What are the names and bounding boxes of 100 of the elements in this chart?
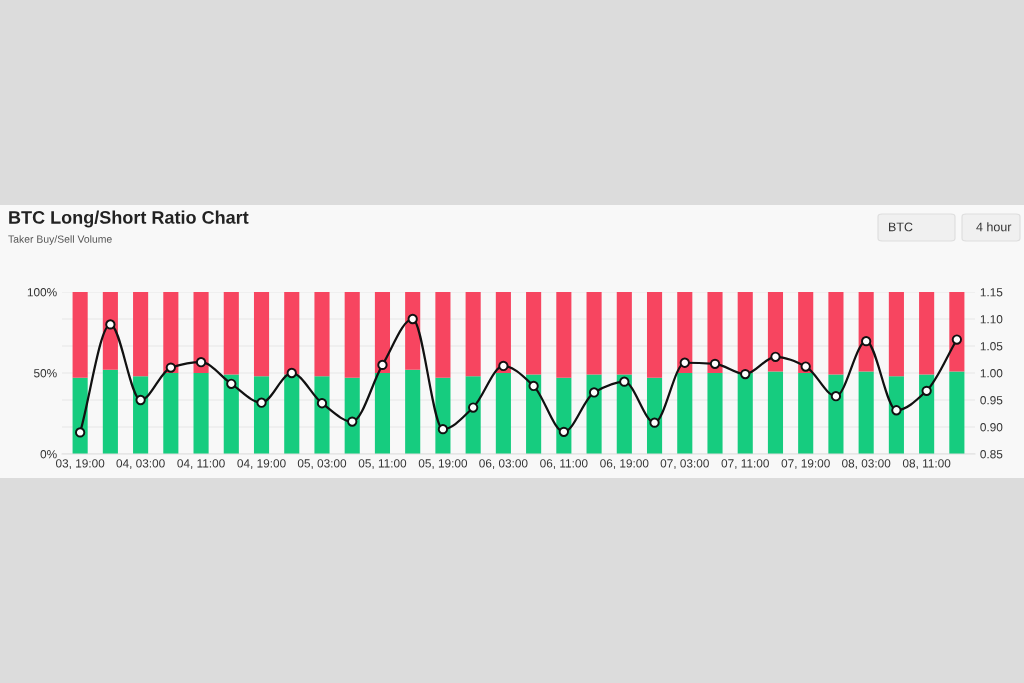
point	[649, 417, 660, 428]
bar	[616, 374, 632, 454]
x-tick-label: 07, 11:00	[721, 459, 769, 469]
bar	[888, 376, 904, 454]
point	[679, 357, 690, 368]
bar	[163, 373, 179, 454]
point	[588, 387, 600, 398]
point	[498, 360, 509, 372]
bar	[616, 292, 632, 375]
y-tick-label: 100%	[27, 288, 57, 297]
bar	[495, 373, 511, 454]
bar	[374, 373, 391, 454]
y2-tick-label: 0.90	[980, 423, 1003, 432]
y2-tick-label: 1.10	[980, 315, 1003, 324]
x-tick-label: 06, 19:00	[600, 459, 649, 469]
bar	[133, 292, 149, 377]
y2-tick-label: 1.05	[980, 342, 1003, 351]
bar	[314, 376, 330, 454]
bar	[707, 373, 723, 454]
point	[256, 397, 267, 408]
bar	[767, 371, 784, 454]
y2-tick-label: 1.00	[980, 369, 1003, 378]
x-tick-label: 05, 03:00	[297, 459, 347, 469]
bar	[586, 292, 602, 375]
bar	[526, 292, 542, 375]
point	[347, 416, 358, 427]
bar	[677, 292, 693, 373]
x-tick-label: 05, 11:00	[358, 459, 407, 469]
bar	[949, 371, 965, 454]
bar	[253, 376, 270, 454]
x-tick-label: 06, 11:00	[540, 459, 588, 469]
x-tick-label: 04, 11:00	[177, 459, 225, 469]
bar	[858, 371, 874, 454]
text: 4 hour	[976, 222, 1012, 232]
bar	[949, 292, 965, 372]
chart-subtitle: Taker Buy/Sell Volume	[8, 235, 112, 245]
point	[709, 358, 721, 369]
bar	[102, 369, 118, 454]
bar	[737, 373, 753, 454]
bar	[253, 292, 270, 377]
point	[407, 313, 418, 325]
bar	[858, 292, 874, 372]
x-tick-label: 07, 19:00	[781, 459, 830, 469]
bar	[526, 374, 542, 454]
bar	[465, 292, 481, 377]
point	[316, 398, 328, 409]
bar	[828, 374, 844, 454]
point	[740, 368, 751, 380]
bar	[677, 373, 693, 454]
bar	[919, 292, 935, 375]
point	[377, 359, 388, 371]
bar	[314, 292, 330, 377]
x-tick-label: 07, 03:00	[660, 459, 709, 469]
bar	[646, 292, 663, 378]
bar	[435, 292, 451, 378]
x-tick-label: 06, 03:00	[479, 459, 528, 469]
bar	[707, 292, 723, 373]
bar	[374, 292, 391, 373]
y-tick-label: 0%	[40, 450, 57, 459]
point	[135, 394, 146, 406]
point	[770, 351, 781, 362]
bar	[465, 376, 481, 454]
bar	[223, 374, 239, 454]
bar	[405, 369, 421, 454]
text: BTC	[889, 222, 913, 232]
point	[951, 334, 962, 345]
point	[195, 357, 207, 368]
bar	[556, 292, 572, 378]
point	[619, 376, 630, 387]
bar	[828, 292, 844, 375]
x-tick-label: 05, 19:00	[418, 459, 468, 469]
bar	[284, 374, 300, 454]
point	[226, 378, 237, 389]
bar	[344, 292, 360, 378]
x-tick-label: 03, 19:00	[55, 459, 105, 469]
bar	[767, 292, 784, 372]
bar	[223, 292, 239, 375]
point	[800, 361, 811, 372]
point	[437, 424, 449, 435]
bar	[133, 376, 149, 454]
x-tick-label: 04, 03:00	[116, 459, 165, 469]
point	[861, 336, 872, 347]
point	[286, 367, 297, 379]
bar	[919, 374, 935, 454]
bar	[737, 292, 753, 373]
point	[105, 319, 116, 330]
y2-tick-label: 0.85	[980, 450, 1003, 459]
x-tick-label: 08, 03:00	[842, 459, 891, 469]
y2-tick-label: 0.95	[980, 396, 1003, 405]
x-tick-label: 08, 11:00	[902, 459, 951, 469]
bar	[72, 292, 88, 378]
chart-title: BTC Long/Short Ratio Chart	[9, 210, 249, 228]
bar	[495, 292, 511, 373]
point	[528, 380, 539, 392]
point	[830, 391, 842, 402]
point	[75, 427, 86, 438]
y-tick-label: 50%	[33, 369, 57, 378]
point	[165, 362, 176, 373]
x-tick-label: 04, 19:00	[237, 459, 286, 469]
bar	[646, 377, 663, 454]
